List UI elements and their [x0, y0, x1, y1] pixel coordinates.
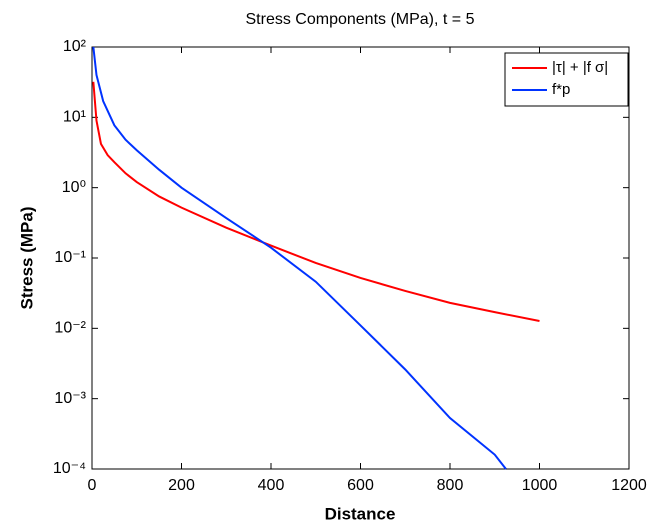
- x-tick-label: 1200: [611, 477, 647, 494]
- y-tick-label: 10⁻²: [54, 320, 86, 337]
- legend-label: f*p: [552, 81, 570, 98]
- chart-title: Stress Components (MPa), t = 5: [246, 11, 475, 28]
- y-tick-label: 10¹: [63, 109, 86, 126]
- x-axis-label: Distance: [325, 504, 396, 523]
- data-line: [92, 46, 507, 470]
- y-tick-label: 10⁻¹: [54, 249, 86, 266]
- legend-label: |τ| + |f σ|: [552, 59, 608, 76]
- y-axis-label: Stress (MPa): [17, 207, 36, 310]
- x-tick-label: 1000: [522, 477, 558, 494]
- y-tick-label: 10⁻³: [54, 390, 86, 407]
- x-tick-label: 800: [437, 477, 464, 494]
- y-tick-label: 10²: [63, 38, 87, 55]
- legend-box: [504, 52, 629, 107]
- y-tick-label: 10⁻⁴: [53, 460, 86, 477]
- x-tick-label: 400: [258, 477, 285, 494]
- x-tick-label: 200: [168, 477, 195, 494]
- y-tick-label: 10⁰: [62, 179, 86, 196]
- x-tick-label: 0: [88, 477, 97, 494]
- data-line: [92, 81, 540, 323]
- x-tick-label: 600: [347, 477, 374, 494]
